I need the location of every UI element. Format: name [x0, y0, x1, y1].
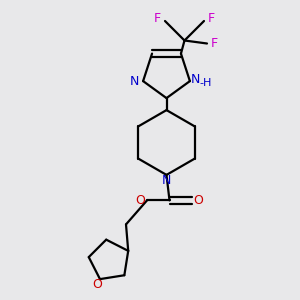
Text: N: N	[162, 174, 171, 187]
Text: F: F	[154, 12, 161, 25]
Text: -H: -H	[199, 78, 212, 88]
Text: O: O	[93, 278, 103, 291]
Text: O: O	[194, 194, 203, 207]
Text: N: N	[190, 73, 200, 86]
Text: F: F	[208, 12, 215, 25]
Text: N: N	[130, 75, 140, 88]
Text: O: O	[136, 194, 145, 207]
Text: F: F	[211, 37, 218, 50]
